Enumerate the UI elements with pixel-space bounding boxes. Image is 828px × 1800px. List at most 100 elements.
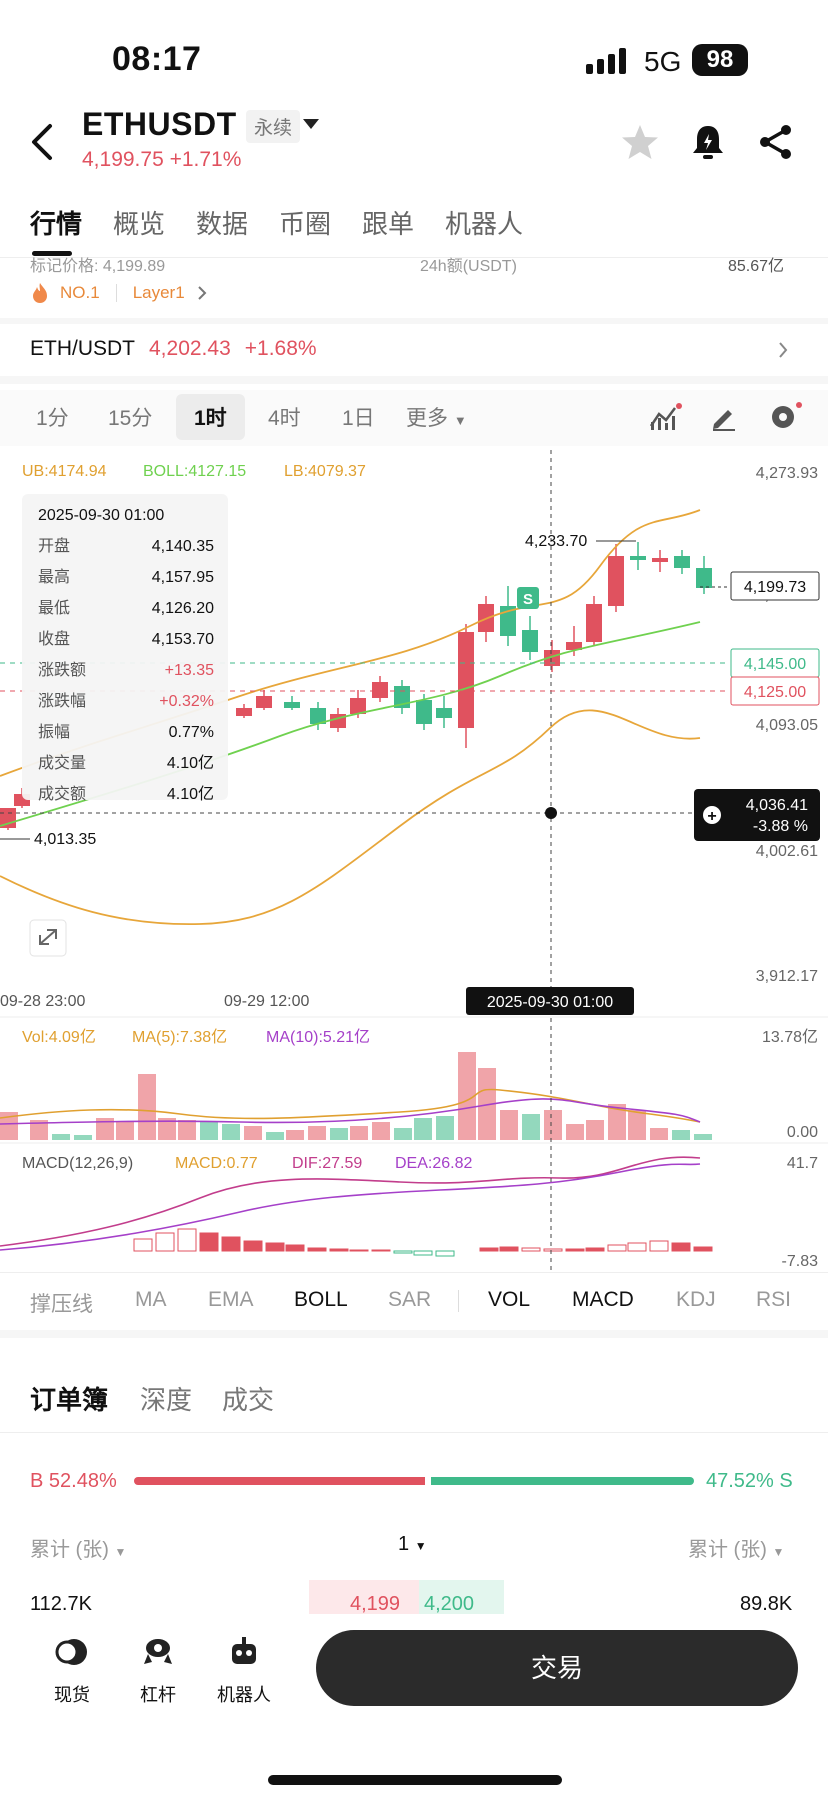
tf-1m[interactable]: 1分 xyxy=(36,407,69,430)
alert-bell-icon[interactable] xyxy=(688,122,728,162)
vol-ma10-label: MA(10):5.21亿 xyxy=(266,1028,370,1046)
share-icon[interactable] xyxy=(756,122,796,162)
tf-4h[interactable]: 4时 xyxy=(268,407,301,430)
tab-copytrade[interactable]: 跟单 xyxy=(362,209,415,239)
tooltip-value: 4,153.70 xyxy=(152,631,214,648)
tooltip-key: 振幅 xyxy=(38,723,70,741)
vol-ma10-line xyxy=(0,1098,701,1125)
last-price-tag xyxy=(730,571,820,601)
tf-more[interactable]: 更多 ▼ xyxy=(406,402,467,432)
macd-bar xyxy=(607,1244,627,1252)
tf-1d[interactable]: 1日 xyxy=(342,407,375,430)
macd-bar xyxy=(199,1232,219,1252)
order-tag-red-text: 4,125.00 xyxy=(744,684,806,701)
sell-marker-letter: S xyxy=(523,591,533,608)
spot-pair: ETH/USDT xyxy=(30,337,135,360)
divider xyxy=(0,257,828,258)
back-icon[interactable] xyxy=(26,122,60,162)
nav-margin[interactable]: 杠杆 xyxy=(118,1634,198,1707)
chevron-right-icon xyxy=(197,286,207,300)
volume-bar xyxy=(586,1120,604,1140)
settings-gear-icon[interactable] xyxy=(768,400,804,432)
candle-body xyxy=(372,682,388,698)
status-bar: 08:17 5G 98 xyxy=(0,0,828,120)
crosshair-time-tag xyxy=(466,987,634,1015)
col-cum-left[interactable]: 累计 (张) ▼ xyxy=(30,1533,126,1562)
tooltip-key: 最低 xyxy=(38,599,70,617)
candle-body xyxy=(350,698,366,714)
nav-bots[interactable]: 机器人 xyxy=(204,1634,284,1707)
macd-bar xyxy=(371,1249,391,1252)
ind-sar[interactable]: SAR xyxy=(388,1288,432,1311)
ind-kdj[interactable]: KDJ xyxy=(676,1288,716,1311)
trade-button[interactable]: 交易 xyxy=(316,1630,798,1706)
mark-price: 标记价格: 4,199.89 xyxy=(30,258,166,275)
active-tab-underline xyxy=(32,251,72,256)
tooltip-key: 涨跌幅 xyxy=(38,692,86,710)
ind-boll[interactable]: BOLL xyxy=(294,1288,348,1311)
spot-price-row[interactable]: ETH/USDT 4,202.43 +1.68% xyxy=(30,337,317,361)
volume-bar xyxy=(178,1120,196,1140)
pair-dropdown-icon[interactable] xyxy=(303,119,319,129)
indicator-chart-icon[interactable] xyxy=(648,402,682,432)
ask-price[interactable]: 4,200 xyxy=(424,1593,475,1615)
tooltip-value: 4.10亿 xyxy=(167,754,214,772)
vol-min-label: 0.00 xyxy=(787,1124,818,1141)
rank-label: NO.1 xyxy=(60,283,100,302)
tab-bots[interactable]: 机器人 xyxy=(445,209,524,239)
tab-overview[interactable]: 概览 xyxy=(113,209,166,239)
col-cum-right[interactable]: 累计 (张) ▼ xyxy=(688,1533,784,1562)
macd-bar xyxy=(671,1242,691,1252)
ind-ema[interactable]: EMA xyxy=(208,1288,254,1311)
crosshair-pct: -3.88 % xyxy=(753,818,808,835)
crosshair-price: 4,036.41 xyxy=(746,797,808,814)
ind-rsi[interactable]: RSI xyxy=(756,1288,792,1311)
tf-1h[interactable]: 1时 xyxy=(176,394,245,440)
candle-body xyxy=(458,632,474,728)
tooltip-date: 2025-09-30 01:00 xyxy=(38,507,164,524)
add-order-plus: + xyxy=(707,808,716,825)
caret-down-icon: ▼ xyxy=(114,1545,127,1559)
tooltip-key: 成交额 xyxy=(38,785,86,803)
star-icon[interactable] xyxy=(620,122,660,162)
rank-row[interactable]: NO.1 Layer1 xyxy=(30,282,209,304)
volume-24h-label: 24h额(USDT) xyxy=(420,258,517,275)
candle-body xyxy=(256,696,272,708)
ohlc-tooltip: 2025-09-30 01:00 开盘 4,140.35 最高 4,157.95 最低 4… xyxy=(22,494,228,803)
spot-chevron-icon[interactable] xyxy=(776,340,790,360)
timeframe-bar: 1分 15分 1时 4时 1日 更多 ▼ xyxy=(0,390,828,446)
kline-chart[interactable]: UB:4174.94 BOLL:4127.15 LB:4079.37 4,273… xyxy=(0,446,828,1272)
tab-data[interactable]: 数据 xyxy=(196,209,249,239)
tooltip-value: 4,157.95 xyxy=(152,569,214,586)
add-order-icon[interactable] xyxy=(703,806,721,824)
network-type: 5G xyxy=(644,46,682,77)
ind-macd[interactable]: MACD xyxy=(572,1288,634,1311)
tab-depth[interactable]: 深度 xyxy=(140,1385,193,1415)
tf-15m[interactable]: 15分 xyxy=(108,407,153,430)
tab-community[interactable]: 币圈 xyxy=(279,209,332,239)
volume-24h-value: 85.67亿 xyxy=(728,258,785,275)
tab-orderbook[interactable]: 订单簿 xyxy=(30,1385,109,1415)
pair-title[interactable]: ETHUSDT xyxy=(82,106,237,142)
draw-pen-icon[interactable] xyxy=(710,402,738,432)
bid-price[interactable]: 4,199 xyxy=(350,1593,401,1615)
order-tag-red[interactable] xyxy=(730,676,820,706)
macd-bar xyxy=(413,1250,433,1256)
price-precision-select[interactable]: 1 ▼ xyxy=(398,1533,427,1556)
perpetual-badge: 永续 xyxy=(246,110,301,143)
tab-market[interactable]: 行情 xyxy=(30,209,83,239)
volume-bar xyxy=(158,1118,176,1140)
header-last-price: 4,199.75 xyxy=(82,148,164,171)
volume-bar xyxy=(394,1128,412,1140)
ratio-bar xyxy=(134,1477,694,1485)
ind-support[interactable]: 撑压线 xyxy=(30,1293,93,1316)
sell-marker-icon[interactable] xyxy=(517,587,539,609)
home-indicator xyxy=(268,1775,562,1785)
macd-min-label: -7.83 xyxy=(782,1253,819,1270)
tab-trades[interactable]: 成交 xyxy=(222,1385,275,1415)
ind-vol[interactable]: VOL xyxy=(488,1288,531,1311)
spot-price: 4,202.43 xyxy=(149,337,231,360)
boll-lower xyxy=(0,709,701,926)
ind-ma[interactable]: MA xyxy=(135,1288,167,1311)
nav-spot[interactable]: 现货 xyxy=(32,1634,112,1707)
